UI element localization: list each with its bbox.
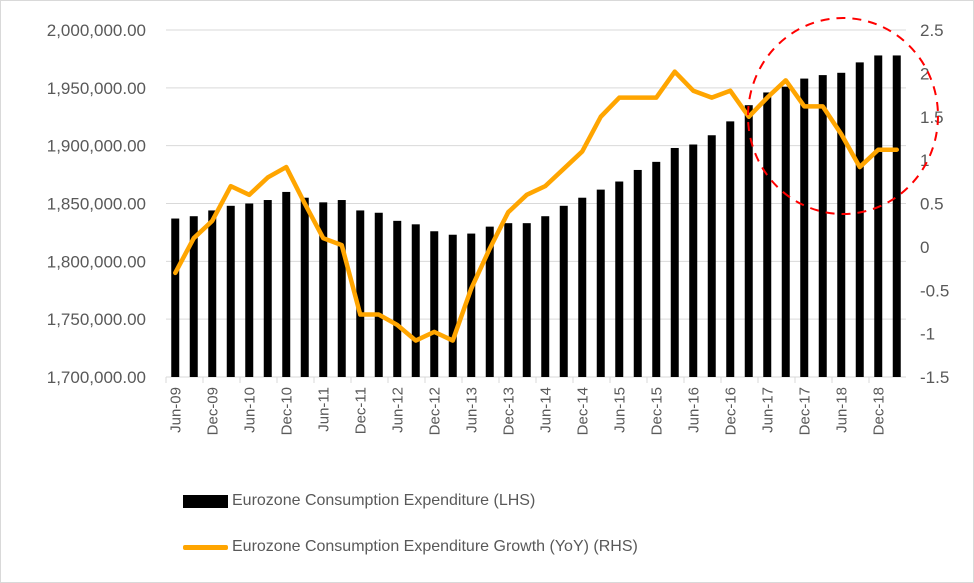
legend-swatch-line bbox=[183, 544, 228, 550]
x-tick-label: Jun-12 bbox=[389, 387, 406, 433]
bar bbox=[615, 181, 624, 377]
bar bbox=[337, 200, 346, 377]
bar bbox=[763, 92, 772, 378]
y-left-tick-label: 1,800,000.00 bbox=[47, 252, 146, 271]
x-tick-label: Dec-15 bbox=[648, 387, 665, 435]
bar bbox=[393, 220, 402, 377]
legend-item-bars: Eurozone Consumption Expenditure (LHS) bbox=[183, 492, 535, 510]
y-right-tick-label: 0.5 bbox=[920, 195, 944, 214]
bar bbox=[522, 223, 531, 377]
x-tick-label: Jun-18 bbox=[833, 387, 850, 433]
x-tick-label: Jun-15 bbox=[611, 387, 628, 433]
bar bbox=[374, 212, 383, 377]
x-tick-label: Dec-16 bbox=[722, 387, 739, 435]
bar bbox=[559, 205, 568, 377]
y-left-tick-label: 1,950,000.00 bbox=[47, 79, 146, 98]
bar bbox=[282, 191, 291, 377]
x-tick-label: Dec-18 bbox=[870, 387, 887, 435]
x-tick-label: Jun-09 bbox=[167, 387, 184, 433]
bar bbox=[485, 226, 494, 377]
bar bbox=[578, 197, 587, 377]
y-right-tick-label: -1 bbox=[920, 325, 935, 344]
x-tick-label: Jun-17 bbox=[759, 387, 776, 433]
y-left-tick-label: 1,700,000.00 bbox=[47, 368, 146, 387]
y-right-tick-label: 0 bbox=[920, 238, 929, 257]
bar bbox=[189, 216, 198, 377]
bar bbox=[263, 200, 272, 377]
bar bbox=[892, 55, 901, 378]
y-right-tick-label: 1 bbox=[920, 151, 929, 170]
x-tick-label: Jun-16 bbox=[685, 387, 702, 433]
x-tick-label: Jun-14 bbox=[537, 387, 554, 433]
bar bbox=[781, 86, 790, 377]
bar bbox=[652, 161, 661, 377]
y-left-tick-label: 1,900,000.00 bbox=[47, 137, 146, 156]
y-right-tick-label: 1.5 bbox=[920, 108, 944, 127]
bar bbox=[226, 205, 235, 377]
bar bbox=[818, 75, 827, 378]
y-right-tick-label: 2.5 bbox=[920, 21, 944, 40]
bar bbox=[874, 55, 883, 378]
x-tick-label: Dec-10 bbox=[278, 387, 295, 435]
bar bbox=[356, 210, 365, 377]
bar bbox=[744, 105, 753, 377]
x-tick-label: Dec-17 bbox=[796, 387, 813, 435]
bar bbox=[300, 197, 309, 377]
bar bbox=[245, 203, 254, 377]
legend-label-bars: Eurozone Consumption Expenditure (LHS) bbox=[232, 492, 536, 509]
bar bbox=[448, 234, 457, 377]
x-tick-label: Dec-13 bbox=[500, 387, 517, 435]
bar bbox=[837, 72, 846, 378]
x-tick-label: Dec-14 bbox=[574, 387, 591, 435]
legend-swatch-bar bbox=[183, 494, 228, 508]
x-tick-label: Jun-11 bbox=[315, 387, 332, 432]
y-right-tick-label: -1.5 bbox=[920, 368, 949, 387]
bar bbox=[430, 231, 439, 377]
bar bbox=[467, 233, 476, 377]
bar bbox=[800, 78, 809, 377]
y-left-tick-label: 1,850,000.00 bbox=[47, 195, 146, 214]
bar bbox=[596, 189, 605, 377]
y-left-tick-label: 2,000,000.00 bbox=[47, 21, 146, 40]
legend-item-line: Eurozone Consumption Expenditure Growth … bbox=[183, 538, 638, 556]
bar bbox=[504, 223, 513, 377]
y-right-tick-label: 2 bbox=[920, 64, 929, 83]
bar bbox=[689, 144, 698, 377]
bar bbox=[541, 216, 550, 377]
bar bbox=[319, 202, 328, 377]
bar bbox=[171, 218, 180, 377]
x-tick-label: Dec-12 bbox=[426, 387, 443, 435]
bar bbox=[208, 210, 217, 377]
y-left-tick-label: 1,750,000.00 bbox=[47, 310, 146, 329]
annotation-dashed-circle bbox=[747, 17, 939, 215]
x-tick-label: Jun-10 bbox=[241, 387, 258, 433]
bar bbox=[855, 62, 864, 378]
legend-label-line: Eurozone Consumption Expenditure Growth … bbox=[232, 538, 638, 555]
bar bbox=[633, 169, 642, 377]
x-tick-label: Dec-11 bbox=[352, 387, 369, 434]
x-tick-label: Jun-13 bbox=[463, 387, 480, 433]
growth-line bbox=[173, 69, 899, 343]
bar bbox=[670, 147, 679, 377]
bar bbox=[726, 121, 735, 377]
y-right-tick-label: -0.5 bbox=[920, 281, 949, 300]
bar bbox=[411, 224, 420, 377]
bar bbox=[707, 135, 716, 377]
x-tick-label: Dec-09 bbox=[204, 387, 221, 435]
